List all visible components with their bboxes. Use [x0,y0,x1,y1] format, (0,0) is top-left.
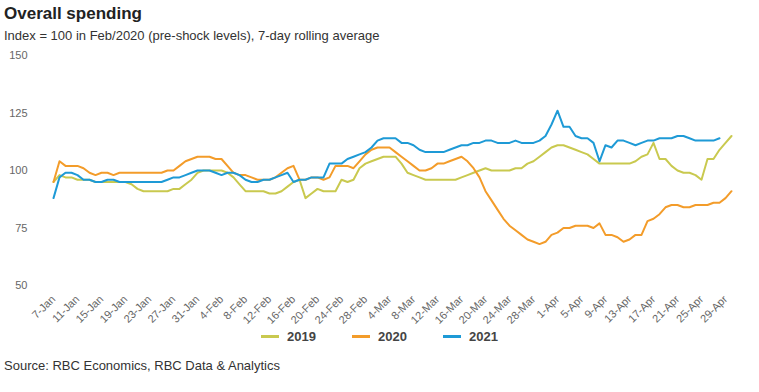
svg-text:28-Mar: 28-Mar [504,293,537,326]
svg-text:15-Jan: 15-Jan [73,292,106,325]
svg-text:27-Jan: 27-Jan [145,292,178,325]
svg-text:28-Feb: 28-Feb [336,293,369,326]
svg-text:31-Jan: 31-Jan [169,293,201,325]
svg-text:19-Jan: 19-Jan [97,292,130,325]
svg-text:8-Mar: 8-Mar [388,292,418,322]
html-text:Source: RBC Economics, RBC Dat: Source: RBC Economics, RBC Data & Analyt… [4,358,280,373]
svg-text:20-Feb: 20-Feb [288,292,322,326]
svg-text:25-Apr: 25-Apr [673,292,706,325]
svg-text:20-Mar: 20-Mar [456,292,490,326]
svg-text:100: 100 [9,164,27,176]
svg-text:50: 50 [15,279,27,291]
svg-text:29-Apr: 29-Apr [698,293,730,325]
svg-text:5-Apr: 5-Apr [558,293,586,321]
svg-text:9-Apr: 9-Apr [581,292,610,321]
svg-text:24-Mar: 24-Mar [480,292,514,326]
svg-text:4-Feb: 4-Feb [197,293,226,322]
svg-text:12-Feb: 12-Feb [240,292,274,326]
svg-text:150: 150 [9,49,27,61]
svg-text:17-Apr: 17-Apr [625,292,658,325]
svg-text:16-Mar: 16-Mar [432,292,466,326]
svg-text:11-Jan: 11-Jan [49,292,82,325]
html-text:2020: 2020 [378,329,407,344]
svg-text:7-Jan: 7-Jan [29,292,58,321]
html-text:2019: 2019 [287,329,316,344]
svg-text:13-Apr: 13-Apr [601,292,634,325]
svg-text:125: 125 [9,107,27,119]
svg-text:23-Jan: 23-Jan [121,292,154,325]
svg-text:16-Feb: 16-Feb [264,292,298,326]
svg-text:1-Apr: 1-Apr [534,293,562,321]
html-text:Overall spending: Overall spending [4,4,142,23]
svg-text:24-Feb: 24-Feb [312,292,346,326]
svg-text:4-Mar: 4-Mar [365,293,394,322]
svg-text:12-Mar: 12-Mar [408,292,442,326]
html-text:Index = 100 in Feb/2020 (pre-s: Index = 100 in Feb/2020 (pre-shock level… [4,28,380,43]
html-text:2021: 2021 [469,329,498,344]
svg-text:75: 75 [15,222,27,234]
svg-text:21-Apr: 21-Apr [649,292,682,325]
svg-text:8-Feb: 8-Feb [220,292,250,322]
